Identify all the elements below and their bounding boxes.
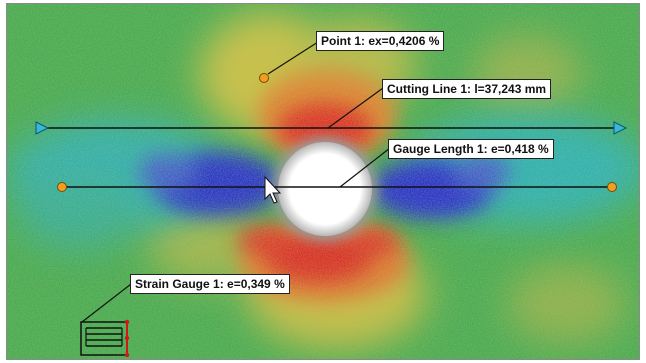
strain-contour-view [6, 3, 640, 360]
point-label[interactable]: Point 1: ex=0,4206 % [316, 31, 445, 51]
cutting-line-end-arrow-icon[interactable] [613, 121, 628, 135]
cutting-line-start-arrow-icon[interactable] [35, 121, 50, 135]
strain-gauge-handle-bottom[interactable] [124, 352, 130, 358]
strain-gauge-icon[interactable] [80, 319, 130, 358]
gauge-length-line[interactable] [57, 182, 617, 192]
gauge-length-label[interactable]: Gauge Length 1: e=0,418 % [388, 139, 554, 159]
strain-gauge-handle-top[interactable] [124, 319, 130, 325]
cutting-line-label[interactable]: Cutting Line 1: l=37,243 mm [382, 79, 552, 99]
strain-gauge-handle-mid[interactable] [124, 335, 130, 341]
gauge-length-start-handle[interactable] [57, 182, 67, 192]
strain-gauge-label[interactable]: Strain Gauge 1: e=0,349 % [130, 274, 290, 294]
hole [273, 137, 377, 241]
gauge-length-end-handle[interactable] [607, 182, 617, 192]
strain-contour-map [7, 4, 639, 359]
point-marker-icon[interactable] [259, 73, 269, 83]
